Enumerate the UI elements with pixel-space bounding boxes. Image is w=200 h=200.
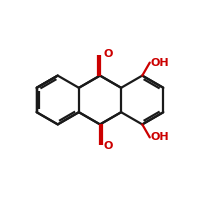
- Text: O: O: [104, 49, 113, 59]
- Text: O: O: [104, 141, 113, 151]
- Text: OH: OH: [151, 132, 169, 142]
- Text: OH: OH: [151, 58, 169, 68]
